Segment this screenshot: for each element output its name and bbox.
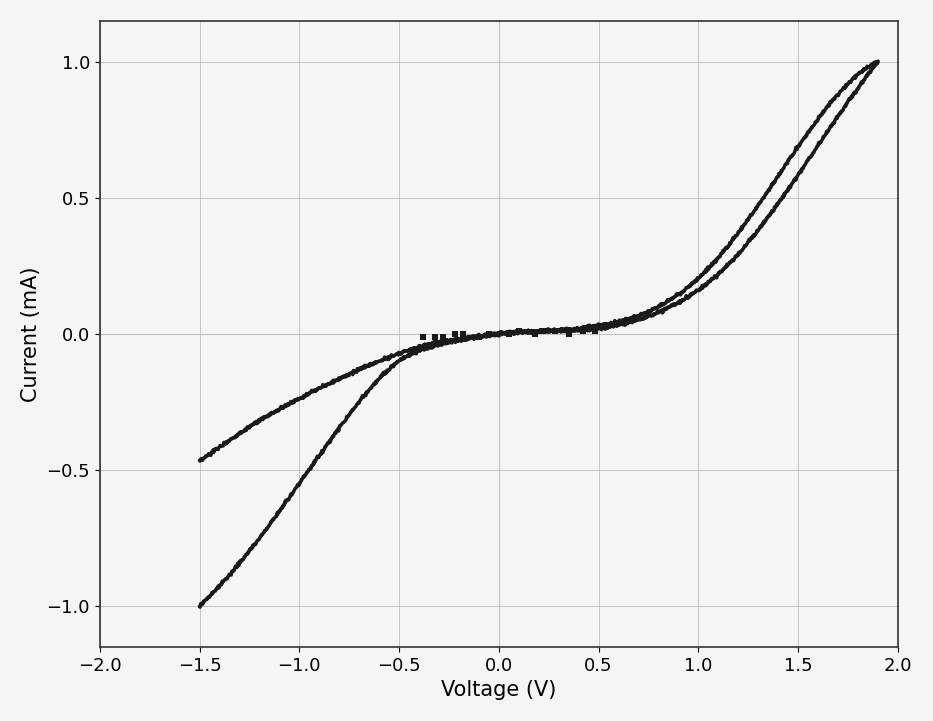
Point xyxy=(548,325,563,337)
Point xyxy=(455,328,470,340)
Y-axis label: Current (mA): Current (mA) xyxy=(21,266,41,402)
Point xyxy=(427,331,442,342)
Point xyxy=(511,325,526,337)
Point xyxy=(415,331,430,342)
X-axis label: Voltage (V): Voltage (V) xyxy=(441,680,556,700)
Point xyxy=(536,325,550,337)
Point xyxy=(481,328,496,340)
Point xyxy=(501,328,516,340)
Point xyxy=(562,328,577,340)
Point xyxy=(527,328,542,340)
Point xyxy=(471,331,486,342)
Point xyxy=(575,325,590,337)
Point xyxy=(587,325,602,337)
Point xyxy=(436,331,451,342)
Point xyxy=(448,328,463,340)
